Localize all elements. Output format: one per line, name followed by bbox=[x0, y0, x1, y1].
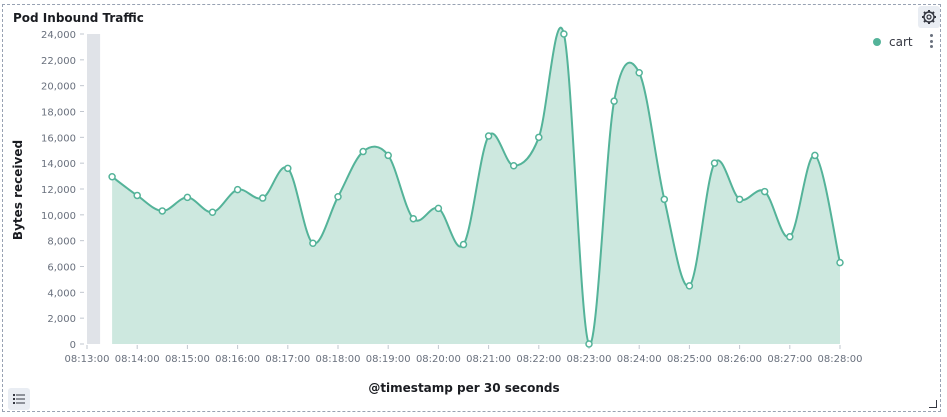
resize-handle-icon[interactable] bbox=[929, 400, 937, 408]
panel-title: Pod Inbound Traffic bbox=[13, 11, 144, 25]
legend-toggle-list-icon[interactable] bbox=[8, 388, 30, 410]
legend-menu-kebab-icon[interactable] bbox=[927, 34, 935, 48]
gear-icon[interactable] bbox=[918, 6, 940, 28]
legend-color-swatch bbox=[873, 38, 881, 46]
legend-item-cart[interactable]: cart bbox=[873, 34, 913, 50]
legend-label: cart bbox=[889, 35, 913, 49]
visualization-panel: Pod Inbound Traffic bbox=[2, 4, 941, 412]
